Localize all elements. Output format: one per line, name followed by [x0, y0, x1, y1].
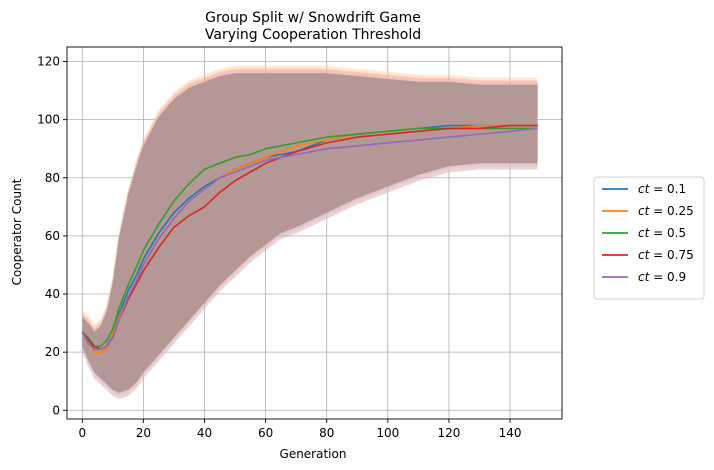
y-tick-label: 80: [45, 171, 60, 185]
y-tick-label: 20: [45, 345, 60, 359]
y-tick-label: 60: [45, 229, 60, 243]
series-line: [81, 127, 538, 348]
plot-frame: [66, 46, 563, 420]
x-tick-label: 40: [197, 426, 212, 440]
y-tick-label: 0: [52, 403, 60, 417]
x-tick-label: 80: [319, 426, 334, 440]
y-tick-label: 120: [37, 55, 60, 69]
axes: [66, 46, 563, 420]
legend-label: ct = 0.75: [638, 248, 694, 262]
x-tick-label: 20: [136, 426, 151, 440]
y-tick-label: 100: [37, 113, 60, 127]
x-axis-label: Generation: [280, 447, 347, 461]
legend-label: ct = 0.25: [638, 204, 694, 218]
tick-labels: 0 20 40 60 80 100 120 140 0 20 40 60 80 100 120: [37, 55, 521, 440]
legend: ct = 0.1 ct = 0.25 ct = 0.5 ct = 0.75 ct = 0…: [593, 176, 705, 300]
x-tick-label: 60: [258, 426, 273, 440]
y-tick-label: 40: [45, 287, 60, 301]
legend-box: [593, 176, 705, 300]
confidence-band-core: [82, 73, 538, 393]
x-tick-label: 0: [78, 426, 86, 440]
series-lines: [81, 124, 538, 353]
x-tick-label: 120: [437, 426, 460, 440]
chart-title-line2: Varying Cooperation Threshold: [205, 27, 421, 43]
confidence-bands: [82, 65, 538, 400]
x-tick-label: 100: [376, 426, 399, 440]
series-line: [81, 127, 538, 351]
legend-label: ct = 0.1: [638, 182, 686, 196]
x-tick-label: 140: [499, 426, 522, 440]
legend-label: ct = 0.5: [638, 226, 686, 240]
chart-title-line1: Group Split w/ Snowdrift Game: [205, 10, 421, 26]
legend-label: ct = 0.9: [638, 270, 686, 284]
y-axis-label: Cooperator Count: [10, 178, 24, 285]
